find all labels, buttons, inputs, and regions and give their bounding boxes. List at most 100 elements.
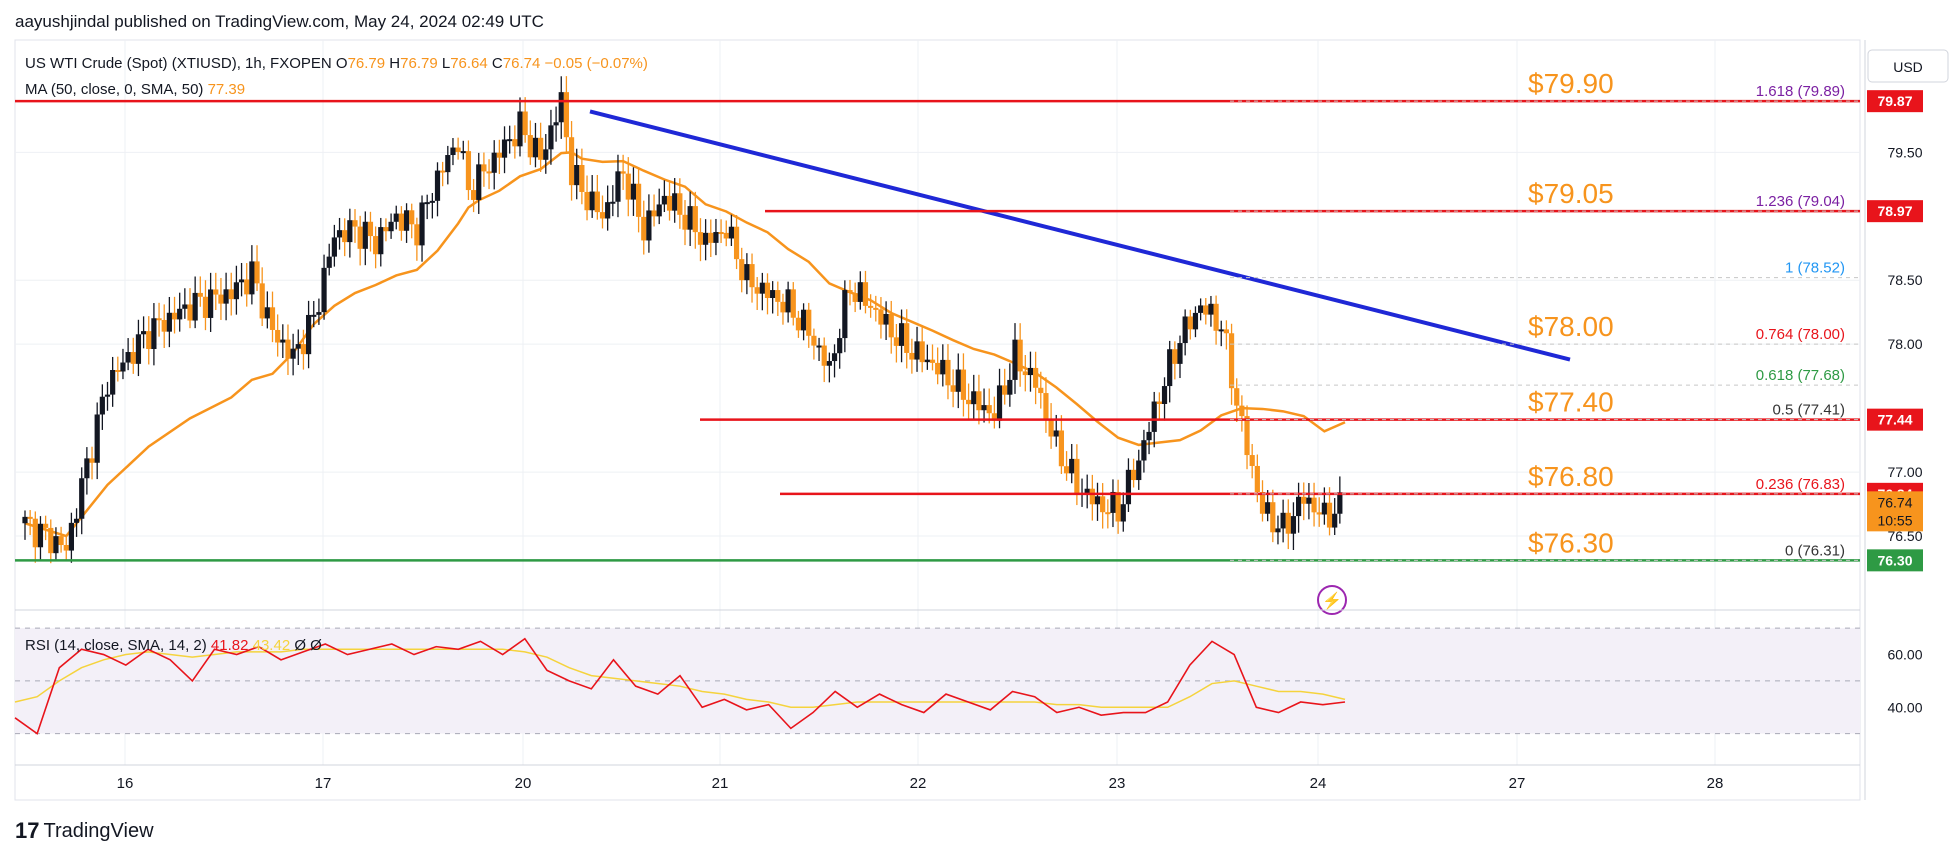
candle-body — [532, 137, 539, 158]
candle-body — [862, 282, 869, 306]
candle-body — [568, 137, 575, 186]
level-label: $76.80 — [1528, 461, 1614, 492]
candle-body — [579, 165, 585, 192]
candle-body — [1290, 516, 1297, 534]
candle-body — [27, 516, 33, 519]
x-tick-label: 23 — [1109, 775, 1126, 792]
candle-body — [280, 339, 286, 343]
candle-body — [259, 283, 265, 319]
candle-body — [342, 230, 348, 243]
candle-body — [605, 202, 611, 219]
candle-body — [574, 165, 580, 186]
candle-body — [202, 296, 209, 318]
y-tick-label: 77.00 — [1887, 464, 1922, 480]
candle-body — [1316, 512, 1322, 515]
candle-body — [661, 195, 667, 205]
candle-body — [481, 164, 487, 172]
candle-body — [1136, 460, 1142, 481]
candle-body — [269, 307, 276, 330]
candle-body — [321, 267, 327, 313]
candle-body — [960, 369, 967, 400]
tradingview-logo[interactable]: 17 TradingView — [15, 818, 154, 844]
candle-body — [486, 171, 492, 174]
candle-body — [104, 394, 111, 397]
candle-body — [770, 290, 776, 299]
candle-body — [1058, 430, 1065, 467]
candle-body — [538, 137, 544, 160]
candle-body — [1110, 491, 1116, 513]
candle-body — [383, 227, 389, 232]
candle-body — [316, 312, 322, 315]
candle-body — [919, 341, 925, 363]
x-tick-label: 20 — [515, 775, 532, 792]
candle-body — [378, 227, 384, 255]
candle-body — [1259, 492, 1266, 514]
price-badge-text: 77.44 — [1877, 412, 1912, 428]
candle-body — [749, 264, 755, 288]
candle-body — [615, 171, 621, 202]
candle-body — [1311, 497, 1317, 513]
candle-body — [465, 151, 472, 191]
candle-body — [1063, 466, 1070, 474]
candle-body — [305, 314, 312, 355]
candle-body — [419, 202, 425, 246]
countdown-text: 10:55 — [1877, 512, 1912, 528]
candle-body — [213, 289, 219, 295]
candle-body — [935, 362, 941, 375]
candle-body — [594, 191, 600, 213]
candle-body — [233, 282, 240, 300]
candle-body — [1213, 303, 1219, 331]
price-badge — [1867, 200, 1923, 223]
candle-body — [455, 147, 461, 152]
fib-label: 1.618 (79.89) — [1756, 83, 1845, 100]
candle-body — [522, 111, 528, 136]
candle-body — [94, 414, 100, 463]
candle-body — [677, 193, 683, 215]
candle-body — [22, 516, 28, 524]
candle-body — [1192, 312, 1199, 330]
x-tick-label: 16 — [117, 775, 134, 792]
candle-body — [182, 304, 188, 309]
candle-body — [558, 92, 564, 123]
candle-body — [1265, 502, 1271, 514]
candle-body — [888, 313, 894, 338]
candle-body — [336, 230, 343, 238]
candle-body — [1105, 512, 1111, 515]
candle-body — [666, 195, 673, 211]
candle-body — [1326, 502, 1333, 528]
candle-body — [842, 290, 848, 339]
candle-body — [610, 201, 616, 204]
candle-body — [1033, 367, 1039, 388]
candle-body — [1239, 405, 1245, 417]
candle-body — [1182, 316, 1188, 344]
legend-ma: MA (50, close, 0, SMA, 50) 77.39 — [25, 81, 245, 98]
candle-body — [357, 226, 363, 249]
candle-body — [878, 309, 884, 325]
levels: $79.90 1.618 (79.89) 79.87 $79.05 1.236 (79.… — [15, 68, 1923, 615]
candle-body — [238, 279, 245, 283]
candle-body — [996, 385, 1003, 421]
fib-label: 0.5 (77.41) — [1772, 402, 1845, 419]
candle-body — [651, 210, 657, 217]
candle-body — [991, 413, 997, 421]
candle-body — [909, 352, 915, 360]
price-badge-text: 78.97 — [1877, 203, 1912, 219]
candle-body — [1089, 488, 1095, 505]
price-badge — [1867, 90, 1923, 113]
fib-label: 1 (78.52) — [1785, 260, 1845, 277]
candle-body — [1120, 504, 1126, 522]
candle-body — [553, 122, 559, 126]
candle-body — [37, 523, 44, 548]
ma50-line — [24, 151, 1346, 538]
candle-body — [898, 323, 905, 346]
x-tick-label: 22 — [910, 775, 927, 792]
candle-body — [713, 232, 719, 243]
price-badge — [1867, 549, 1923, 572]
candle-body — [635, 183, 642, 217]
candle-body — [58, 536, 64, 546]
candle-body — [1332, 513, 1338, 528]
candle-body — [192, 292, 198, 321]
candle-body — [1295, 496, 1302, 517]
candle-body — [708, 232, 714, 243]
